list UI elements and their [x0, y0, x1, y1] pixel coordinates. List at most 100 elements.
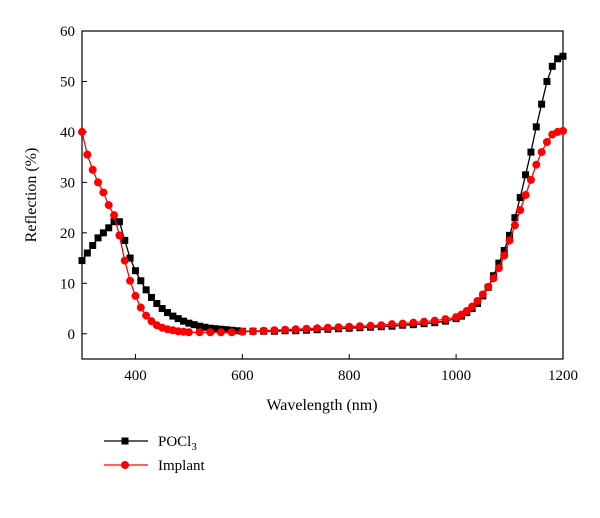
data-point-implant — [99, 188, 108, 197]
data-point-implant — [238, 327, 247, 336]
data-point-implant — [500, 251, 509, 260]
data-point-implant — [110, 211, 119, 220]
data-point-implant — [430, 316, 439, 325]
series-pocl3 — [78, 52, 567, 335]
data-point-implant — [249, 327, 258, 336]
data-point-pocl3 — [206, 324, 214, 332]
data-point-implant — [542, 138, 551, 147]
x-tick-label: 1200 — [548, 368, 578, 384]
y-tick-label: 30 — [60, 175, 75, 191]
data-point-pocl3 — [522, 171, 530, 179]
data-point-pocl3 — [212, 325, 220, 333]
data-point-pocl3 — [131, 267, 139, 275]
y-tick-label: 40 — [60, 125, 75, 141]
data-point-pocl3 — [142, 286, 150, 294]
data-point-implant — [83, 150, 92, 159]
y-tick-label: 50 — [60, 74, 75, 90]
legend-label-pocl3-main: POCl — [158, 434, 191, 450]
data-point-pocl3 — [506, 231, 514, 239]
data-point-pocl3 — [543, 77, 551, 85]
data-point-implant — [270, 326, 279, 335]
data-point-pocl3 — [94, 234, 102, 242]
data-point-implant — [291, 325, 300, 334]
data-point-implant — [126, 276, 135, 285]
data-point-pocl3 — [559, 52, 567, 60]
data-point-implant — [88, 165, 97, 174]
data-point-pocl3 — [153, 299, 161, 307]
data-point-pocl3 — [190, 321, 198, 329]
y-tick-label: 10 — [60, 276, 75, 292]
legend-marker-implant — [121, 461, 129, 469]
data-point-pocl3 — [89, 241, 97, 249]
data-point-pocl3 — [174, 315, 182, 323]
data-point-pocl3 — [495, 259, 503, 267]
data-point-pocl3 — [105, 224, 113, 232]
plot-area: 0 10 20 30 40 50 60 400 600 800 1000 1200 — [60, 24, 578, 384]
data-point-implant — [366, 321, 375, 330]
data-point-implant — [104, 201, 113, 210]
legend-marker-pocl3 — [121, 437, 129, 445]
data-point-pocl3 — [511, 214, 519, 222]
data-point-implant — [516, 206, 525, 215]
data-point-implant — [420, 317, 429, 326]
data-point-pocl3 — [516, 194, 524, 202]
data-point-implant — [313, 324, 322, 333]
data-point-pocl3 — [554, 55, 562, 63]
y-tick-label: 60 — [60, 24, 75, 40]
legend: POCl3 Implant — [104, 434, 205, 474]
data-point-pocl3 — [78, 257, 86, 265]
x-tick-label: 600 — [231, 368, 254, 384]
x-tick-label: 400 — [124, 368, 147, 384]
series-implant — [78, 126, 567, 337]
data-point-implant — [302, 324, 311, 333]
data-point-implant — [323, 323, 332, 332]
y-tick-label: 0 — [68, 327, 76, 343]
x-tick-label: 1000 — [441, 368, 471, 384]
data-point-implant — [398, 319, 407, 328]
data-point-implant — [532, 160, 541, 169]
data-point-pocl3 — [201, 323, 209, 331]
legend-label-pocl3: POCl3 — [158, 434, 197, 453]
legend-label-implant: Implant — [158, 458, 205, 474]
data-point-pocl3 — [115, 218, 123, 226]
y-axis-title: Reflection (%) — [23, 148, 40, 243]
data-point-implant — [505, 236, 514, 245]
data-point-implant — [120, 256, 129, 265]
data-point-implant — [142, 311, 151, 320]
data-point-pocl3 — [527, 148, 535, 156]
data-point-pocl3 — [110, 218, 118, 226]
data-point-implant — [387, 320, 396, 329]
data-point-implant — [510, 221, 519, 230]
data-point-implant — [195, 328, 204, 337]
data-point-pocl3 — [538, 100, 546, 108]
data-point-pocl3 — [164, 309, 172, 317]
data-point-implant — [478, 290, 487, 299]
data-point-implant — [521, 191, 530, 199]
data-point-pocl3 — [121, 236, 129, 244]
series-layer — [78, 52, 567, 337]
data-point-pocl3 — [500, 247, 508, 255]
data-point-pocl3 — [83, 249, 91, 257]
data-point-pocl3 — [158, 305, 166, 313]
data-point-implant — [559, 126, 567, 135]
data-point-implant — [468, 302, 477, 311]
data-point-implant — [136, 303, 145, 312]
data-point-implant — [441, 315, 450, 324]
data-point-implant — [259, 326, 268, 335]
data-point-implant — [494, 264, 503, 273]
legend-label-pocl3-subscript: 3 — [191, 441, 197, 453]
data-point-pocl3 — [137, 277, 145, 285]
data-point-pocl3 — [147, 293, 155, 301]
data-point-implant — [227, 328, 236, 337]
x-axis: 400 600 800 1000 1200 — [124, 354, 578, 384]
data-point-implant — [216, 328, 225, 337]
data-point-pocl3 — [180, 317, 188, 325]
plot-frame — [81, 30, 564, 360]
data-point-pocl3 — [233, 327, 241, 335]
data-point-pocl3 — [126, 254, 134, 262]
data-point-pocl3 — [548, 62, 556, 70]
data-point-pocl3 — [169, 312, 177, 320]
data-point-implant — [78, 127, 86, 136]
data-point-implant — [115, 231, 124, 240]
